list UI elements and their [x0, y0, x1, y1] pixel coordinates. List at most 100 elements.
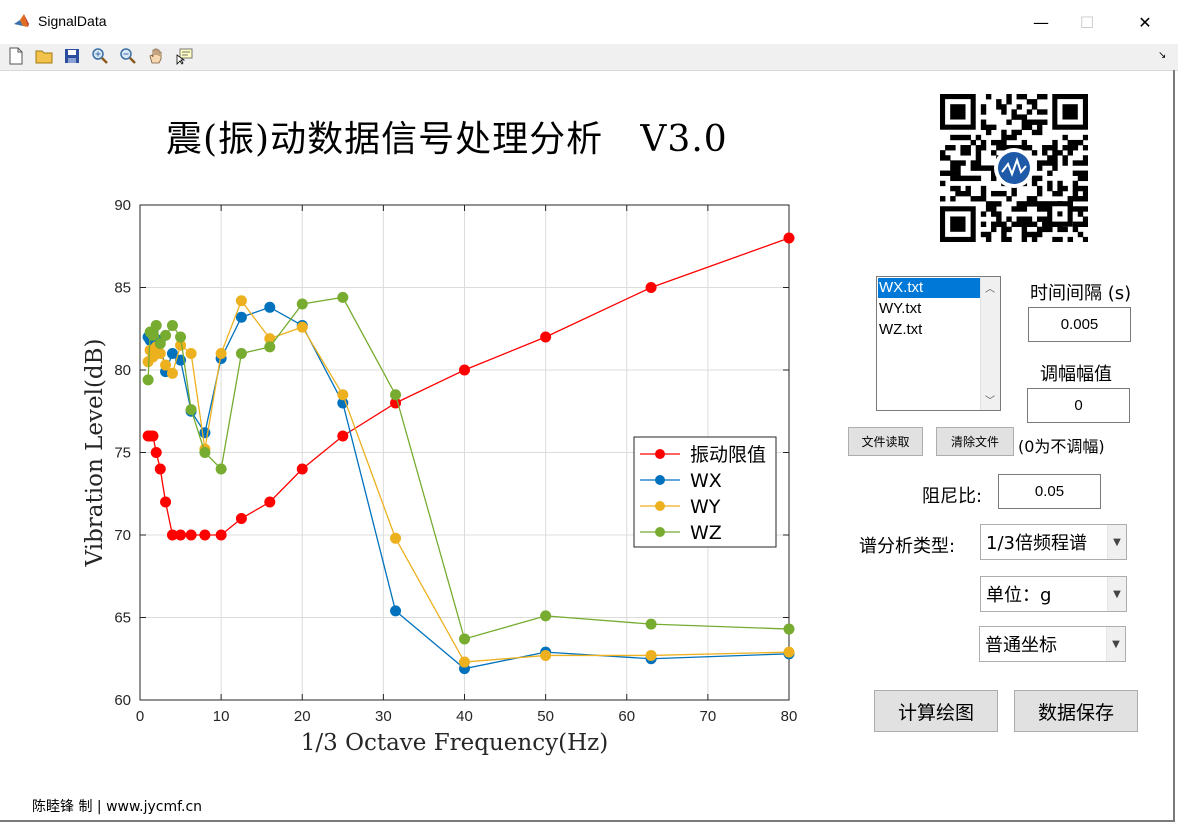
coordinate-select[interactable]: 普通坐标 ▼ — [979, 626, 1126, 662]
data-point — [645, 649, 657, 661]
data-point — [142, 374, 154, 386]
legend-entry: WY — [690, 496, 721, 518]
minimize-button[interactable]: — — [1018, 0, 1064, 44]
y-tick-label: 60 — [114, 692, 131, 709]
maximize-button[interactable]: ☐ — [1064, 0, 1110, 44]
save-figure-button[interactable] — [62, 46, 82, 66]
zoom-in-icon — [92, 48, 108, 64]
data-point — [645, 282, 657, 293]
damping-input[interactable]: 0.05 — [998, 474, 1101, 509]
data-point — [783, 623, 795, 635]
data-point — [540, 331, 552, 343]
list-item[interactable]: WX.txt — [878, 278, 981, 298]
data-point — [185, 529, 197, 541]
amplitude-hint: (0为不调幅) — [1018, 437, 1105, 456]
time-interval-input[interactable]: 0.005 — [1028, 307, 1131, 342]
unit-select[interactable]: 单位：g ▼ — [980, 576, 1127, 612]
time-interval-label: 时间间隔 (s) — [1030, 283, 1132, 304]
chevron-down-icon[interactable]: ▼ — [1107, 577, 1126, 611]
x-tick-label: 10 — [213, 708, 230, 725]
page-title: 震(振)动数据信号处理分析 V3.0 — [166, 119, 728, 160]
y-tick-label: 65 — [114, 610, 131, 627]
y-tick-label: 75 — [114, 445, 131, 462]
y-tick-label: 70 — [114, 527, 131, 544]
file-listbox[interactable]: WX.txt WY.txt WZ.txt ︿ ﹀ — [876, 276, 1001, 411]
qr-code-icon — [940, 94, 1088, 242]
data-point — [540, 649, 552, 661]
data-point — [337, 389, 349, 401]
data-point — [235, 348, 247, 359]
data-point — [215, 463, 227, 475]
data-point — [459, 633, 470, 645]
x-tick-label: 70 — [700, 708, 717, 725]
data-point — [175, 331, 187, 343]
footer-credit: 陈睦锋 制 | www.jycmf.cn — [32, 799, 203, 815]
toolbar-dock-icon[interactable]: ↘ — [1158, 50, 1167, 61]
data-point — [264, 496, 276, 508]
data-point — [783, 232, 795, 244]
data-point — [154, 338, 166, 350]
legend-marker — [655, 475, 665, 485]
minimize-icon: — — [1033, 12, 1049, 32]
list-item[interactable]: WZ.txt — [879, 321, 923, 338]
coordinate-value: 普通坐标 — [985, 635, 1057, 656]
figure-area — [0, 70, 1175, 822]
scroll-up-icon[interactable]: ︿ — [985, 284, 995, 295]
unit-value: 单位：g — [986, 585, 1052, 606]
pan-button[interactable] — [146, 46, 166, 66]
data-point — [160, 359, 172, 371]
read-file-button[interactable]: 文件读取 — [848, 427, 923, 456]
data-point — [166, 319, 178, 331]
data-cursor-button[interactable] — [174, 46, 194, 66]
y-axis-label: Vibration Level(dB) — [82, 339, 108, 568]
data-point — [147, 329, 159, 341]
spectrum-type-select[interactable]: 1/3倍频程谱 ▼ — [980, 524, 1127, 560]
data-point — [154, 463, 166, 475]
data-point — [540, 610, 552, 622]
compute-plot-button[interactable]: 计算绘图 — [874, 690, 998, 732]
toolbar: ↘ — [0, 44, 1178, 71]
scroll-down-icon[interactable]: ﹀ — [985, 396, 995, 407]
list-item[interactable]: WY.txt — [879, 300, 922, 317]
open-file-button[interactable] — [34, 46, 54, 66]
data-point — [166, 348, 178, 359]
chart-legend: 振动限值 WX WY WZ — [633, 436, 777, 548]
list-scrollbar[interactable]: ︿ ﹀ — [980, 277, 1000, 410]
y-tick-label: 80 — [114, 362, 131, 379]
zoom-out-button[interactable] — [118, 46, 138, 66]
title-bar: SignalData — ☐ ✕ — [0, 0, 1178, 44]
data-point — [296, 298, 308, 310]
x-tick-label: 20 — [294, 708, 311, 725]
chevron-down-icon[interactable]: ▼ — [1106, 627, 1125, 661]
y-tick-label: 90 — [114, 197, 131, 214]
data-point — [337, 291, 349, 303]
amplitude-label: 调幅幅值 — [1040, 364, 1112, 385]
data-point — [390, 389, 402, 401]
folder-icon — [35, 50, 53, 64]
vibration-chart: 0 10 20 30 40 50 60 70 80 60 65 70 75 80 85 90 1/3 Octav… — [82, 197, 797, 756]
window-title: SignalData — [38, 13, 107, 29]
y-tick-label: 85 — [114, 280, 131, 297]
clear-file-button[interactable]: 清除文件 — [936, 427, 1014, 456]
data-point — [235, 513, 247, 524]
data-point — [390, 532, 402, 544]
data-point — [185, 404, 197, 416]
data-point — [296, 463, 308, 475]
close-button[interactable]: ✕ — [1122, 0, 1168, 44]
chevron-down-icon[interactable]: ▼ — [1107, 525, 1126, 559]
zoom-in-button[interactable] — [90, 46, 110, 66]
x-tick-label: 30 — [375, 708, 392, 725]
legend-marker — [655, 501, 665, 511]
save-data-button[interactable]: 数据保存 — [1014, 690, 1138, 732]
data-point — [175, 529, 187, 541]
zoom-out-icon — [120, 48, 136, 64]
legend-marker — [655, 449, 665, 459]
data-point — [199, 529, 211, 541]
new-figure-button[interactable] — [6, 46, 26, 66]
spectrum-type-value: 1/3倍频程谱 — [986, 533, 1087, 554]
damping-label: 阻尼比: — [922, 486, 983, 507]
new-file-icon — [9, 47, 23, 65]
save-icon — [65, 49, 79, 63]
x-tick-label: 40 — [456, 708, 473, 725]
amplitude-input[interactable]: 0 — [1027, 388, 1130, 423]
